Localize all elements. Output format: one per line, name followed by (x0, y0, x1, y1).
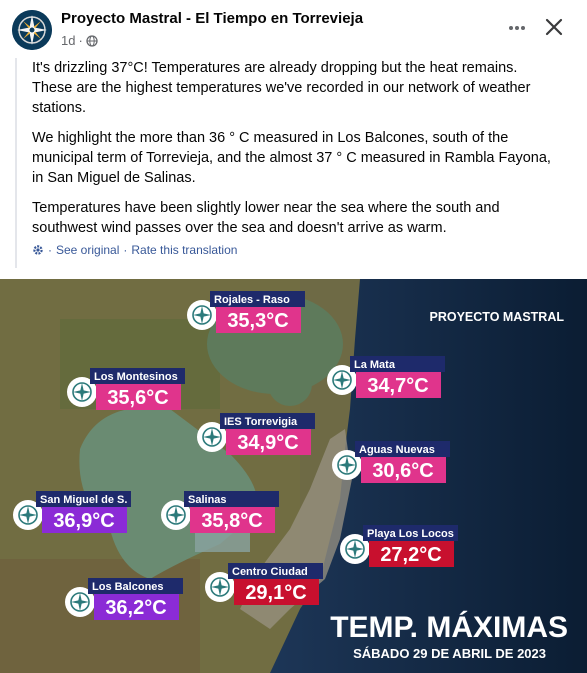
post-photo[interactable]: PROYECTO MASTRAL Rojales - Raso 35,3°C La … (0, 279, 587, 673)
post-paragraph: Temperatures have been slightly lower ne… (32, 200, 500, 236)
station-temp: 36,2°C (105, 597, 166, 619)
station-name-bar (184, 491, 279, 507)
station-temp: 35,3°C (227, 310, 288, 332)
station-name-bar (88, 578, 183, 594)
station-labels: Rojales - Raso 35,3°C La Mata 34,7°C Los Mon… (13, 291, 458, 620)
date-text: SÁBADO 29 DE ABRIL DE 2023 (353, 646, 546, 661)
station-name: Aguas Nuevas (359, 444, 435, 456)
page-avatar[interactable] (12, 10, 52, 50)
station-temp-box (190, 507, 275, 533)
station-label: Los Montesinos 35,6°C (67, 368, 185, 410)
station-temp-box (94, 594, 179, 620)
post-header: Proyecto Mastral - El Tiempo en Torrevie… (0, 0, 587, 56)
see-original-link[interactable]: See original (56, 243, 120, 257)
close-button[interactable] (539, 12, 569, 42)
station-name: Salinas (188, 494, 227, 506)
station-temp-box (226, 429, 311, 455)
rate-translation-link[interactable]: Rate this translation (131, 243, 238, 257)
more-horizontal-icon (509, 26, 525, 30)
station-label: Rojales - Raso 35,3°C (187, 291, 305, 333)
station-label: IES Torrevigia 34,9°C (197, 413, 315, 455)
more-options-button[interactable] (503, 14, 531, 42)
gear-icon (33, 245, 43, 255)
post-meta: 1d · (61, 33, 98, 48)
page-name-link[interactable]: Proyecto Mastral - El Tiempo en Torrevie… (61, 10, 364, 27)
post-paragraph: It's drizzling 37°C! Temperatures are al… (32, 60, 531, 116)
station-label: La Mata 34,7°C (327, 356, 445, 398)
station-temp-box (234, 579, 319, 605)
station-name-bar (210, 291, 305, 307)
post-time[interactable]: 1d (61, 33, 76, 48)
temperature-map-graphic: PROYECTO MASTRAL Rojales - Raso 35,3°C La … (0, 279, 587, 673)
station-label: Los Balcones 36,2°C (65, 578, 183, 620)
station-name: Los Montesinos (94, 371, 178, 383)
station-name-bar (36, 491, 131, 507)
station-name: Los Balcones (92, 581, 164, 593)
station-name: Playa Los Locos (367, 528, 454, 540)
station-name-bar (363, 525, 458, 541)
compass-logo-icon (12, 10, 52, 50)
link-separator: · (123, 243, 128, 257)
station-name: Centro Ciudad (232, 566, 308, 578)
station-label: Aguas Nuevas 30,6°C (332, 441, 450, 483)
station-temp: 36,9°C (53, 510, 114, 532)
station-temp: 27,2°C (380, 544, 441, 566)
station-temp-box (42, 507, 127, 533)
station-temp: 35,6°C (107, 387, 168, 409)
station-name: IES Torrevigia (224, 416, 298, 428)
brand-label: PROYECTO MASTRAL (430, 310, 565, 324)
meta-separator: · (78, 33, 83, 48)
post-paragraph: We highlight the more than 36 ° C measur… (32, 130, 551, 186)
translation-controls: · See original · Rate this translation (32, 243, 237, 257)
station-name: Rojales - Raso (214, 294, 290, 306)
station-temp: 34,7°C (367, 375, 428, 397)
station-temp: 34,9°C (237, 432, 298, 454)
close-icon (545, 18, 563, 36)
station-label: Salinas 35,8°C (161, 491, 279, 533)
station-temp: 35,8°C (201, 510, 262, 532)
link-separator: · (48, 243, 52, 257)
station-name-bar (350, 356, 445, 372)
headline-text: TEMP. MÁXIMAS (330, 610, 568, 644)
station-temp-box (216, 307, 301, 333)
station-label: Centro Ciudad 29,1°C (205, 563, 323, 605)
station-name: La Mata (354, 359, 396, 371)
station-temp: 29,1°C (245, 582, 306, 604)
station-name-bar (90, 368, 185, 384)
station-temp-box (361, 457, 446, 483)
globe-icon (86, 34, 98, 47)
station-name: San Miguel de S. (40, 494, 127, 506)
station-temp-box (356, 372, 441, 398)
station-label: San Miguel de S. 36,9°C (13, 491, 131, 533)
station-label: Playa Los Locos 27,2°C (340, 525, 458, 567)
station-temp-box (96, 384, 181, 410)
station-temp-box (369, 541, 454, 567)
post-translated-text: It's drizzling 37°C! Temperatures are al… (15, 58, 574, 268)
station-name-bar (355, 441, 450, 457)
station-name-bar (220, 413, 315, 429)
station-name-bar (228, 563, 323, 579)
station-temp: 30,6°C (372, 460, 433, 482)
